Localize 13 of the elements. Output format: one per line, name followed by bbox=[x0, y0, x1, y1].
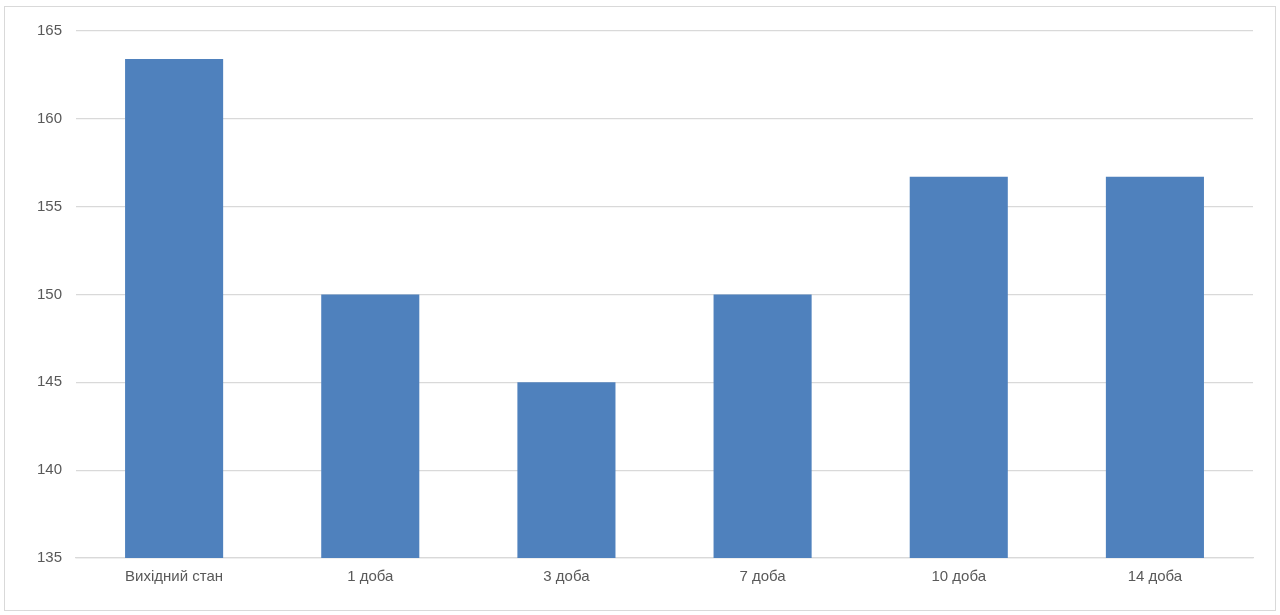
y-tick-label: 140 bbox=[37, 460, 63, 478]
x-tick-label: 10 доба bbox=[931, 567, 987, 585]
x-tick-label: 7 доба bbox=[739, 567, 787, 585]
x-tick-label: 1 доба bbox=[347, 567, 395, 585]
x-tick-label: 3 доба bbox=[543, 567, 591, 585]
y-tick-label: 155 bbox=[37, 196, 63, 214]
x-tick-label: 14 доба bbox=[1127, 567, 1183, 585]
y-tick-label: 135 bbox=[37, 548, 63, 566]
y-tick-label: 160 bbox=[37, 108, 63, 126]
x-tick-label: Вихідний стан bbox=[125, 567, 224, 585]
y-tick-label: 150 bbox=[37, 284, 63, 302]
y-tick-label: 165 bbox=[37, 21, 63, 39]
y-tick-label: 145 bbox=[37, 372, 63, 390]
